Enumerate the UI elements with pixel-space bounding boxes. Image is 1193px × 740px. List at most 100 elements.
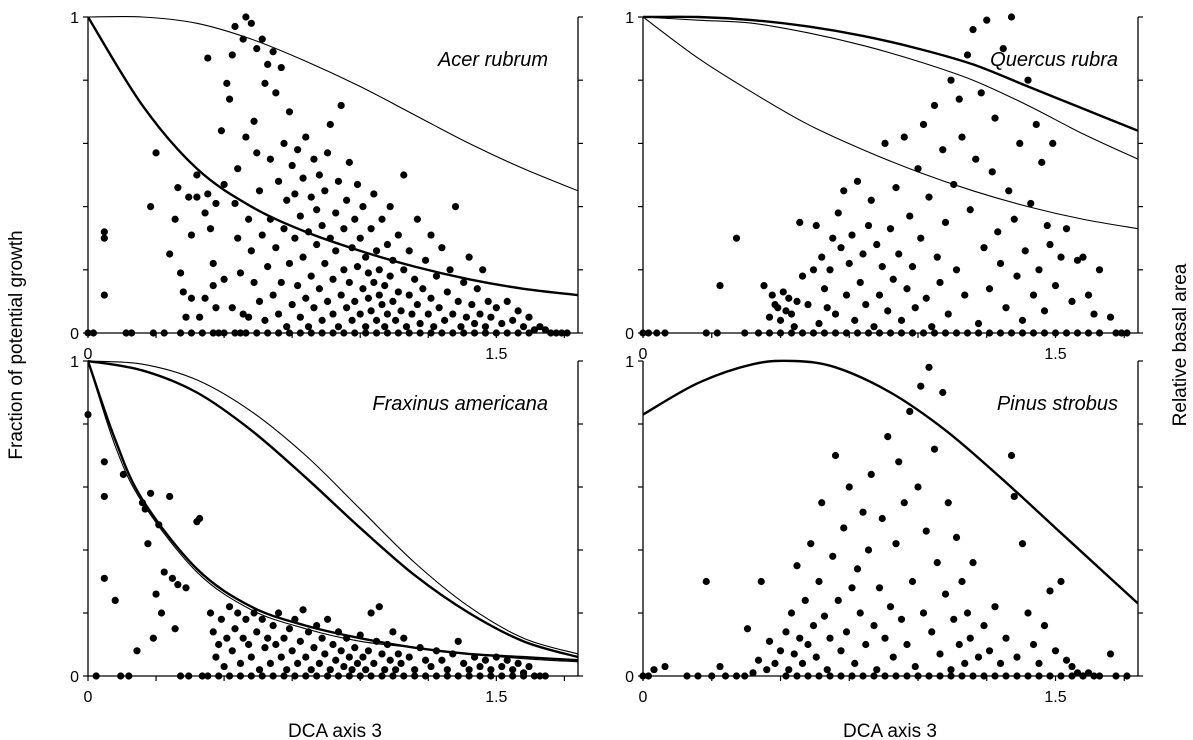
data-point (364, 269, 372, 277)
data-point (362, 253, 370, 261)
data-point (215, 640, 223, 649)
data-point (930, 329, 939, 337)
data-point (983, 16, 991, 24)
data-point (122, 329, 130, 337)
data-point (321, 187, 329, 195)
data-point (421, 672, 430, 680)
data-point (1112, 329, 1120, 337)
data-point (310, 155, 318, 163)
data-point (372, 247, 381, 255)
data-point (318, 634, 326, 642)
xlabel-bottom-right: DCA axis 3 (843, 721, 937, 740)
data-point (941, 329, 950, 337)
data-point (842, 329, 851, 337)
data-point (245, 640, 253, 649)
data-point (351, 329, 359, 337)
data-point (886, 329, 895, 337)
data-point (801, 596, 809, 605)
data-point (318, 329, 326, 337)
data-point (386, 656, 394, 664)
data-point (215, 672, 223, 680)
data-point (247, 247, 255, 255)
data-point (716, 662, 724, 671)
y-tick-label: 0 (625, 326, 634, 343)
data-point (875, 329, 884, 337)
data-point (1029, 291, 1038, 299)
data-point (209, 628, 217, 636)
data-point (889, 653, 897, 661)
data-point (708, 672, 716, 680)
data-point (294, 659, 302, 668)
data-point (176, 329, 185, 337)
data-point (547, 329, 555, 337)
data-point (862, 640, 870, 649)
data-point (375, 603, 383, 611)
data-point (470, 653, 479, 661)
data-point (353, 659, 362, 668)
data-point (889, 275, 897, 283)
data-point (760, 282, 768, 290)
data-point (332, 209, 340, 217)
data-point (370, 659, 378, 668)
data-point (1007, 329, 1016, 337)
data-point (952, 266, 961, 274)
data-point (503, 656, 511, 664)
data-point (765, 313, 774, 321)
data-point (851, 659, 859, 668)
data-point (149, 634, 157, 642)
data-point (829, 552, 837, 560)
data-point (1018, 316, 1027, 324)
data-point (911, 662, 919, 671)
data-point (536, 323, 544, 331)
data-point (790, 323, 798, 331)
data-point (220, 275, 228, 283)
chart-panel-1: 0 1 0 1.5 Acer rubrum (70, 10, 583, 363)
data-point (840, 187, 848, 195)
data-point (204, 54, 212, 62)
data-point (465, 253, 473, 261)
data-point (253, 329, 261, 337)
data-point (419, 285, 427, 293)
data-point (848, 584, 856, 592)
data-point (296, 313, 304, 321)
data-point (1073, 329, 1082, 337)
data-point (323, 672, 332, 680)
data-point (152, 149, 160, 157)
data-point (867, 196, 875, 204)
data-point (427, 231, 435, 239)
data-point (217, 127, 225, 135)
data-point (815, 672, 823, 680)
data-point (812, 653, 820, 661)
data-point (702, 577, 710, 586)
data-point (831, 451, 840, 460)
y-tick-label: 0 (625, 669, 634, 686)
data-point (394, 288, 402, 296)
data-point (307, 666, 315, 674)
data-point (958, 577, 966, 586)
data-point (402, 323, 411, 331)
data-point (1010, 215, 1018, 223)
data-point (558, 329, 566, 337)
data-point (1043, 221, 1051, 230)
data-point (862, 300, 870, 309)
data-point (1123, 329, 1131, 337)
data-point (255, 187, 264, 195)
data-point (985, 285, 994, 293)
data-point (870, 672, 878, 680)
data-point (321, 259, 329, 268)
data-point (1027, 199, 1035, 208)
data-point (1062, 656, 1071, 664)
data-point (367, 307, 375, 315)
data-point (383, 310, 392, 318)
chart-panel-3: 0 1 0 1.5 Fraxinus americana (70, 354, 583, 706)
data-point (302, 294, 310, 302)
data-point (1021, 247, 1029, 255)
data-point (1095, 672, 1104, 680)
data-point (228, 647, 236, 655)
data-point (253, 149, 261, 157)
data-point (304, 323, 313, 331)
data-point (1040, 307, 1049, 315)
data-point (283, 196, 291, 204)
series-line-4 (88, 360, 578, 663)
